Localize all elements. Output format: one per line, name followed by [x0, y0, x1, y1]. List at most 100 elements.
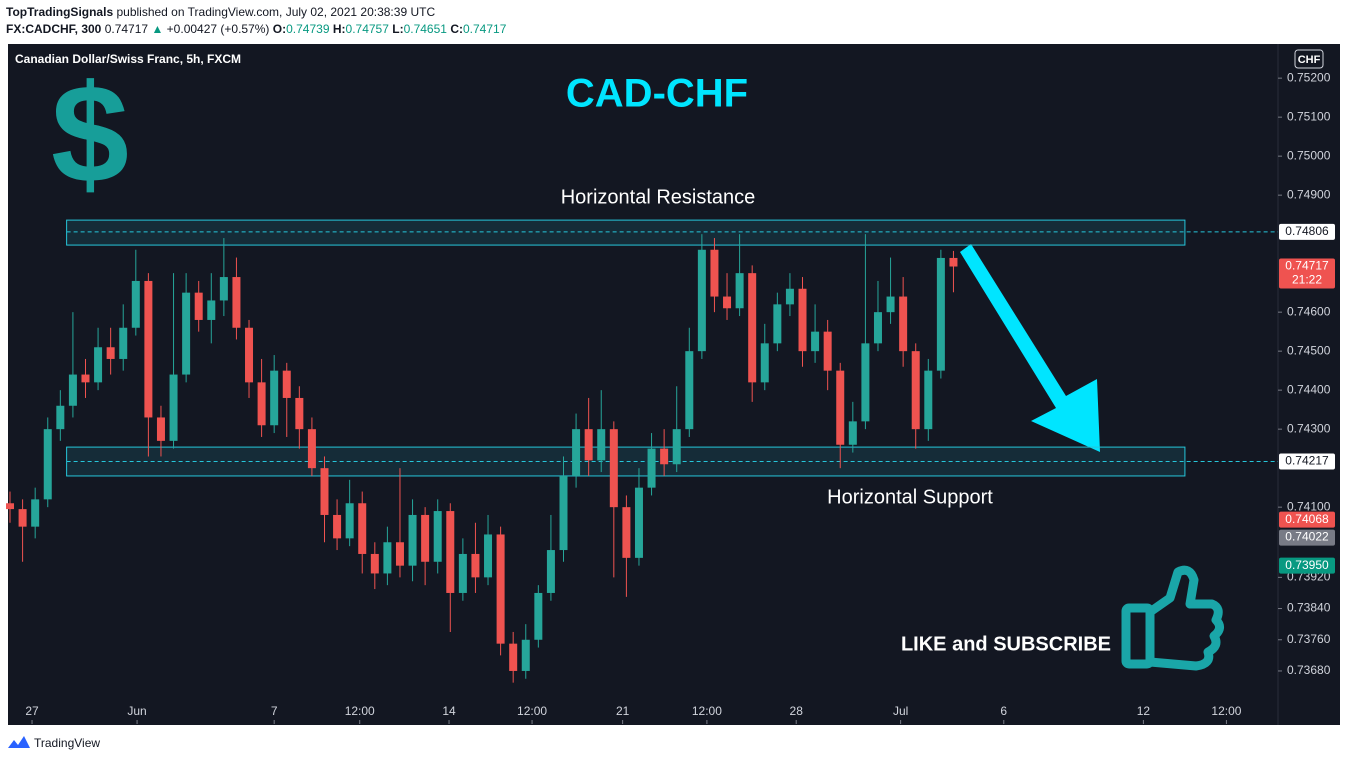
candle-body: [861, 343, 870, 422]
candle-body: [383, 542, 392, 574]
candle-body: [119, 327, 128, 359]
price-marker-label: 0.74717: [1285, 259, 1329, 273]
x-tick-label: 27: [25, 704, 39, 718]
candle-body: [748, 273, 757, 383]
candle-body: [484, 534, 493, 578]
l-value: 0.74651: [403, 22, 447, 36]
x-tick-label: 7: [271, 704, 278, 718]
x-tick-label: 12: [1137, 704, 1151, 718]
candle-body: [94, 347, 103, 383]
x-tick-label: Jul: [893, 704, 908, 718]
h-label: H:: [332, 22, 346, 36]
published: published on TradingView.com, July 02, 2…: [116, 5, 436, 19]
candle-body: [106, 347, 115, 359]
currency: CHF: [1298, 54, 1321, 66]
candle-body: [723, 296, 732, 309]
dollar-icon: $: [51, 55, 129, 212]
thumbs-up-icon: [1121, 565, 1224, 671]
publish-line: TopTradingSignals published on TradingVi…: [6, 5, 435, 19]
candle-body: [899, 296, 908, 352]
candle-body: [169, 374, 178, 441]
candle-body: [911, 351, 920, 430]
candle-body: [31, 499, 40, 527]
candle-body: [395, 542, 404, 566]
y-tick-label: 0.74500: [1287, 343, 1331, 357]
candle-body: [685, 351, 694, 430]
candle-body: [207, 300, 216, 320]
candle-body: [924, 370, 933, 430]
candle-body: [836, 370, 845, 445]
candle-body: [798, 288, 807, 352]
currency-box: [1294, 49, 1324, 69]
candle-body: [949, 257, 958, 267]
x-tick-label: 12:00: [692, 704, 722, 718]
candle-body: [421, 514, 430, 562]
candle-body: [295, 397, 304, 430]
price-marker: [1279, 557, 1335, 574]
y-tick-label: 0.75000: [1287, 148, 1331, 162]
y-tick-label: 0.74300: [1287, 421, 1331, 435]
x-tick-label: 12:00: [1211, 704, 1241, 718]
candle-body: [81, 374, 90, 383]
candle-body: [936, 257, 945, 371]
y-tick-label: 0.73840: [1287, 601, 1331, 615]
candle-body: [773, 304, 782, 344]
candle-body: [521, 639, 530, 671]
candle-body: [6, 503, 15, 510]
candle-body: [848, 421, 857, 445]
candle-body: [496, 534, 505, 644]
change-arrow: ▲: [151, 22, 164, 36]
price-marker: [1279, 223, 1335, 240]
candle-body: [609, 429, 618, 508]
x-tick-label: 12:00: [517, 704, 547, 718]
y-tick-label: 0.74100: [1287, 499, 1331, 513]
last: 0.74717: [104, 22, 149, 36]
candle-body: [672, 429, 681, 465]
price-marker: [1279, 511, 1335, 528]
candle-body: [219, 277, 228, 301]
candle-body: [307, 429, 316, 469]
candle-body: [622, 507, 631, 558]
symbol: FX:CADCHF, 300: [6, 22, 102, 36]
h-value: 0.74757: [345, 22, 389, 36]
candle-body: [886, 296, 895, 313]
candle-body: [458, 553, 467, 593]
x-tick-label: 6: [1000, 704, 1007, 718]
candle-body: [18, 509, 27, 527]
candle-body: [144, 280, 153, 418]
chart-title: CAD-CHF: [566, 72, 748, 116]
candle-body: [697, 249, 706, 352]
zone-box: [66, 446, 1186, 477]
o-value: 0.74739: [286, 22, 330, 36]
symbol-line: FX:CADCHF, 300 0.74717 ▲ +0.00427 (+0.57…: [6, 22, 506, 36]
y-tick-label: 0.75200: [1287, 70, 1331, 84]
candle-body: [358, 503, 367, 554]
x-tick-label: 14: [442, 704, 456, 718]
candle-body: [710, 249, 719, 297]
price-marker: [1279, 258, 1335, 289]
candle-body: [232, 277, 241, 328]
support-label: Horizontal Support: [827, 486, 993, 508]
y-tick-label: 0.75100: [1287, 109, 1331, 123]
candle-body: [245, 327, 254, 383]
candle-body: [131, 280, 140, 328]
candle-body: [823, 331, 832, 371]
cta-text: LIKE and SUBSCRIBE: [901, 633, 1111, 655]
candle-body: [534, 592, 543, 640]
candle-body: [634, 487, 643, 558]
candle-body: [43, 429, 52, 500]
y-tick-label: 0.74900: [1287, 187, 1331, 201]
o-label: O:: [272, 22, 287, 36]
zone-box: [66, 219, 1186, 246]
y-tick-label: 0.73680: [1287, 663, 1331, 677]
candle-body: [873, 312, 882, 344]
price-countdown: 21:22: [1292, 273, 1322, 287]
candle-body: [257, 382, 266, 426]
x-tick-label: 21: [616, 704, 630, 718]
candle-body: [760, 343, 769, 383]
price-marker: [1279, 453, 1335, 470]
candle-body: [660, 448, 669, 465]
y-tick-label: 0.74600: [1287, 304, 1331, 318]
x-tick-label: Jun: [127, 704, 146, 718]
